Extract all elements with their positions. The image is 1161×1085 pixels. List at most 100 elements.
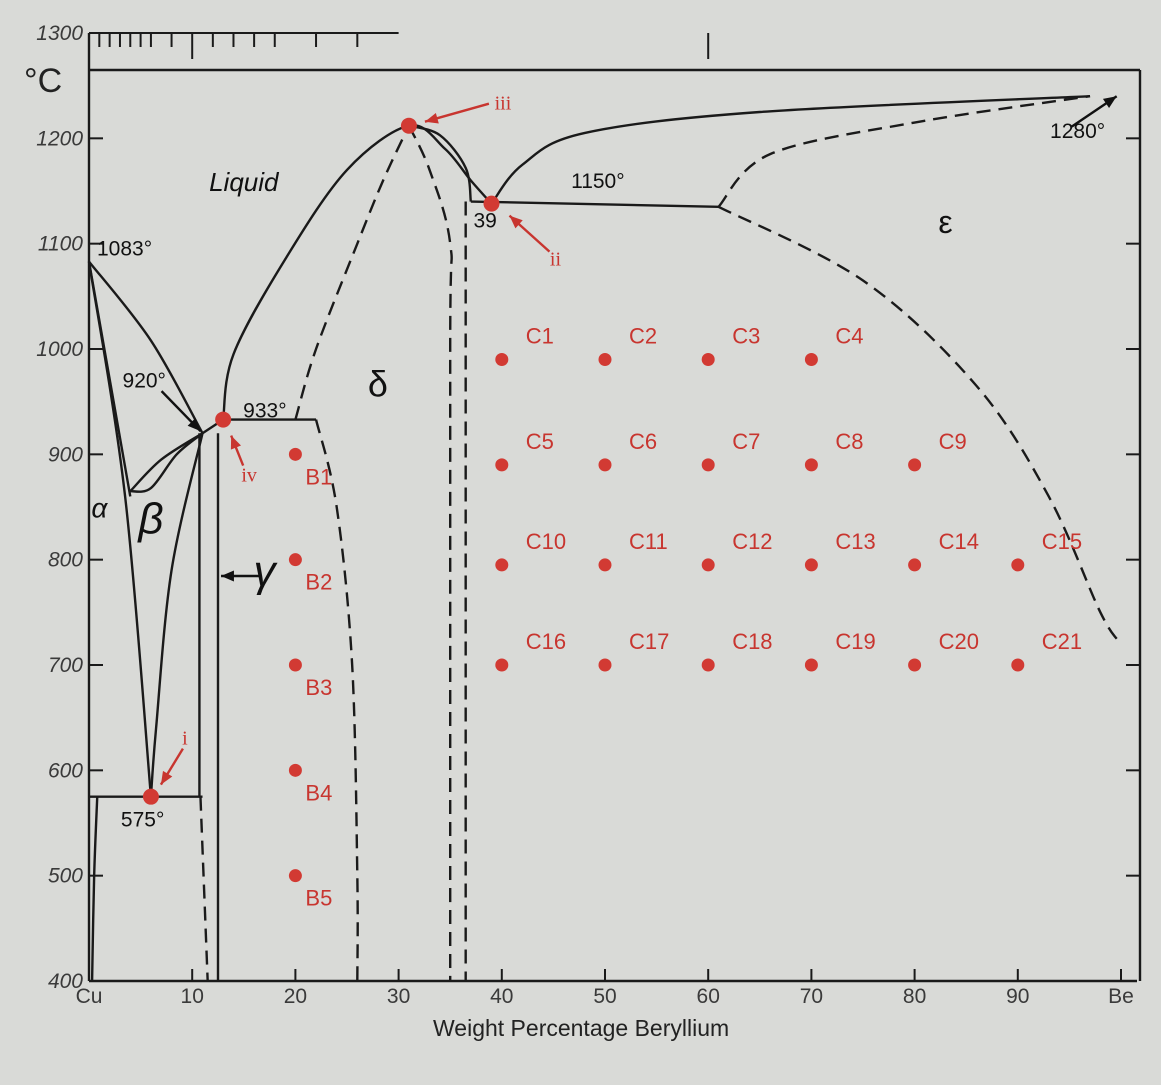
phase-boundary-solid — [130, 432, 204, 493]
point-C19 — [804, 658, 818, 672]
x-tick-label: 40 — [490, 985, 513, 1008]
point-label: C12 — [732, 529, 772, 554]
special-point-label: ii — [550, 249, 562, 271]
point-label: C14 — [939, 529, 979, 554]
point-C4 — [804, 353, 818, 367]
point-C12 — [701, 558, 715, 572]
phase-label: α — [91, 493, 108, 524]
point-C10 — [495, 558, 509, 572]
point-label: C19 — [835, 629, 875, 654]
point-B1 — [288, 447, 302, 461]
special-point-label: iv — [241, 465, 257, 487]
point-label: C3 — [732, 324, 760, 349]
phase-boundary-solid — [490, 95, 1091, 205]
x-tick-label: 30 — [387, 985, 410, 1008]
point-C5 — [495, 458, 509, 472]
axis-ticks — [88, 32, 1140, 982]
point-C9 — [908, 458, 922, 472]
x-tick-label: 80 — [903, 985, 926, 1008]
x-axis-title: Weight Percentage Beryllium — [433, 1015, 729, 1041]
special-point-iv — [215, 411, 232, 428]
point-C7 — [701, 458, 715, 472]
point-label: C13 — [835, 529, 875, 554]
arrow-i-head — [160, 770, 173, 785]
point-C16 — [495, 658, 509, 672]
phase-boundary-dashed — [407, 125, 453, 981]
point-label: B3 — [305, 675, 332, 700]
point-label: C1 — [526, 324, 554, 349]
phase-boundary-solid — [149, 433, 204, 797]
point-C11 — [598, 558, 612, 572]
point-B5 — [288, 869, 302, 883]
x-tick-label: 60 — [697, 985, 720, 1008]
phase-region-labels: Liquid α β γ δ ε — [91, 167, 952, 596]
point-C20 — [908, 658, 922, 672]
arrow-iii-head — [424, 112, 439, 124]
special-point-label: i — [182, 728, 188, 750]
annotation-arrows — [159, 95, 1118, 786]
y-tick-label: 1200 — [36, 127, 83, 150]
y-axis-tick-labels: 400 500 600 700 800 900 1000 1100 1200 1300 — [36, 22, 83, 993]
phase-label: δ — [368, 363, 388, 404]
temperature-label: 920° — [123, 369, 166, 392]
point-label: B5 — [305, 886, 332, 911]
point-label: C2 — [629, 324, 657, 349]
point-label: C15 — [1042, 529, 1082, 554]
y-tick-label: 1300 — [36, 22, 83, 45]
point-C14 — [908, 558, 922, 572]
point-label: C17 — [629, 629, 669, 654]
y-tick-label: 900 — [48, 443, 83, 466]
point-C8 — [804, 458, 818, 472]
phase-boundary-solid — [88, 260, 204, 434]
x-tick-label: 20 — [284, 985, 307, 1008]
phase-label: Liquid — [209, 167, 280, 197]
point-label: C21 — [1042, 629, 1082, 654]
point-label: C16 — [526, 629, 566, 654]
temperature-label: 933° — [243, 400, 286, 423]
phase-label: γ — [253, 547, 278, 596]
point-C15 — [1011, 558, 1025, 572]
phase-boundary-dashed — [717, 205, 1123, 645]
phase-boundary-solid — [221, 124, 493, 420]
phase-boundary-solid — [470, 200, 719, 208]
x-tick-label: Be — [1108, 985, 1134, 1008]
y-tick-label: 400 — [48, 970, 83, 993]
temperature-label: 1083° — [97, 238, 152, 261]
temperature-label: 1280° — [1050, 120, 1105, 143]
y-tick-label: 700 — [48, 654, 83, 677]
point-label: B4 — [305, 780, 332, 805]
x-tick-label: Cu — [76, 985, 103, 1008]
phase-label: β — [136, 494, 163, 543]
y-tick-label: 500 — [48, 865, 83, 888]
special-point-i — [142, 788, 159, 805]
point-C17 — [598, 658, 612, 672]
point-C13 — [804, 558, 818, 572]
temperature-label: 1150° — [571, 170, 625, 193]
special-point-ii — [483, 195, 500, 212]
arrow-gamma-head — [221, 570, 234, 582]
point-B3 — [288, 658, 302, 672]
point-C18 — [701, 658, 715, 672]
point-label: C5 — [526, 429, 554, 454]
x-axis-tick-labels: Cu 10 20 30 40 50 60 70 80 90 Be — [76, 985, 1134, 1008]
point-label: C7 — [732, 429, 760, 454]
y-tick-label: 1000 — [36, 338, 83, 361]
x-tick-label: 10 — [181, 985, 204, 1008]
arrow-1280-head — [1102, 96, 1117, 108]
arrow-ii-head — [509, 215, 523, 229]
plot-frame — [87, 33, 1142, 983]
phase-boundary-dashed — [314, 419, 359, 982]
point-B4 — [288, 763, 302, 777]
phase-boundary-dashed — [199, 796, 209, 982]
point-label: C20 — [939, 629, 979, 654]
point-C2 — [598, 353, 612, 367]
phase-boundary-dashed — [717, 95, 1091, 208]
point-label: C11 — [629, 529, 668, 554]
phase-boundaries — [87, 95, 1123, 982]
point-label: B1 — [305, 464, 332, 489]
point-label: C9 — [939, 429, 967, 454]
point-label: C6 — [629, 429, 657, 454]
